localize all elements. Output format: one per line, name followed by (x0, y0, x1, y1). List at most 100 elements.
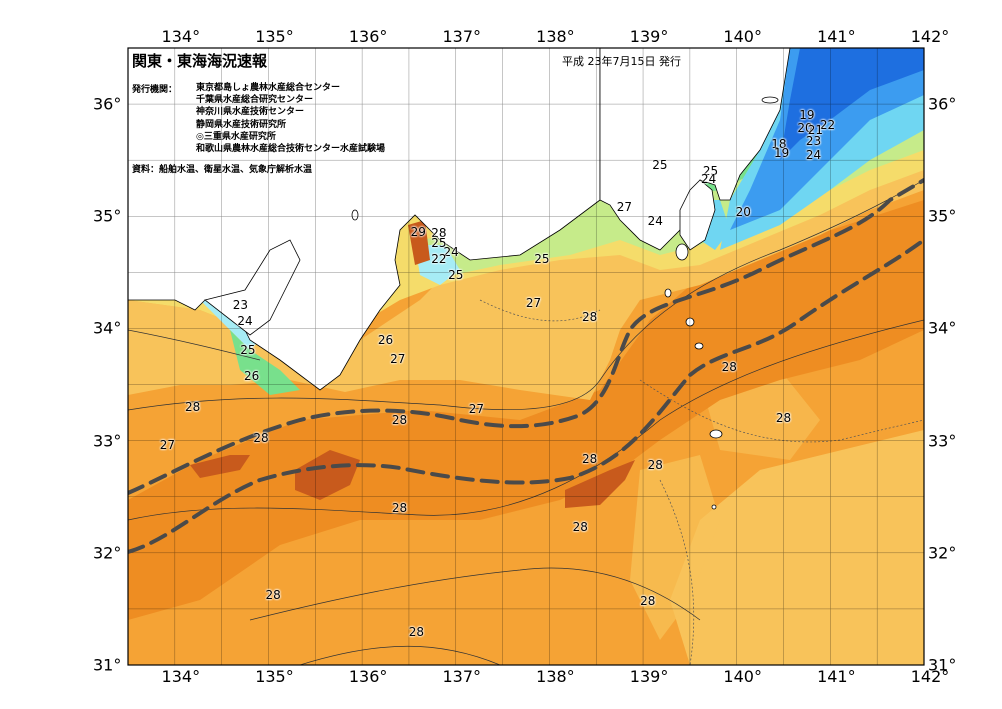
latitude-label: 31° (928, 655, 957, 675)
cold-water-zone (730, 48, 924, 230)
isotherm-label: 28 (582, 451, 598, 466)
isotherm-label: 28 (647, 458, 663, 473)
isotherm-label: 28 (184, 399, 201, 414)
islands (351, 96, 779, 510)
longitude-label: 140° (723, 27, 762, 46)
isotherm-label: 23 (805, 134, 822, 149)
isotherm-label: 25 (652, 157, 668, 172)
isotherm-label: 28 (431, 226, 447, 241)
isotherm-lines (128, 179, 924, 665)
isotherm-label: 27 (390, 351, 406, 366)
isotherm-label: 20 (797, 120, 813, 135)
longitude-label: 136° (348, 667, 388, 686)
isotherm-label: 26 (377, 332, 394, 347)
issue-date: 平成 23年7月15日 発行 (562, 55, 681, 68)
issuer: 神奈川県水産技術センター (196, 107, 305, 118)
isotherm-label: 28 (640, 594, 656, 609)
deep-warm-band (128, 200, 924, 620)
isotherm-label: 29 (410, 224, 426, 239)
longitude-label: 135° (255, 27, 294, 46)
longitude-label: 135° (255, 667, 294, 686)
light-warm-patch (630, 455, 720, 640)
isotherm-label: 22 (819, 118, 836, 133)
isotherm-label: 23 (232, 297, 249, 312)
data-source: 資料：船舶水温、衛星水温、気象庁解析水温 (132, 165, 313, 175)
isotherm-label: 22 (431, 251, 447, 266)
isotherm-label: 28 (391, 413, 408, 428)
issuer-label: 発行機関： (132, 85, 178, 95)
isotherm-label: 19 (774, 146, 790, 161)
isotherm-label: 25 (431, 236, 447, 251)
latitude-label: 36° (928, 94, 957, 114)
isotherm-label: 24 (237, 313, 253, 328)
isotherm-label: 27 (468, 402, 484, 417)
latitude-label: 36° (93, 94, 122, 114)
isotherm-label: 24 (647, 213, 663, 228)
isotherm-label: 27 (159, 438, 175, 453)
isotherm-label: 25 (534, 251, 550, 266)
latitude-label: 32° (928, 543, 957, 563)
kii-channel-cool (230, 330, 300, 395)
longitude-label: 139° (629, 27, 669, 46)
isotherm-label: 28 (253, 431, 269, 446)
hot-patch (190, 455, 250, 478)
map-frame (127, 47, 925, 666)
longitude-label: 137° (442, 27, 482, 46)
longitude-label: 139° (629, 667, 669, 686)
latitude-label: 32° (93, 543, 122, 563)
longitude-label: 141° (817, 27, 856, 46)
latitude-label: 34° (93, 318, 122, 338)
cold-water-zone (780, 48, 924, 160)
land (128, 48, 791, 391)
longitude-label: 136° (348, 27, 388, 46)
hot-patch (295, 450, 360, 500)
longitude-label: 137° (442, 667, 482, 686)
isotherm-label: 28 (391, 500, 408, 515)
issuer: 和歌山県農林水産総合技術センター水産試験場 (196, 144, 386, 155)
issuer-list: 東京都島しょ農林水産総合センター 千葉県水産総合研究センター 神奈川県水産技術セ… (196, 82, 385, 155)
latitude-label: 31° (93, 655, 122, 675)
issuer: 東京都島しょ農林水産総合センター (196, 83, 341, 93)
isotherm-label: 25 (240, 342, 256, 357)
isotherm-label: 28 (582, 310, 598, 325)
map-header: 関東・東海海況速報 平成 23年7月15日 発行 発行機関： 東京都島しょ農林水… (130, 50, 924, 180)
isotherm-label: 28 (265, 588, 281, 603)
latitude-label: 33° (93, 431, 122, 451)
isotherm-label: 28 (721, 359, 737, 374)
issuer: ◎三重県水産研究所 (196, 131, 276, 142)
isotherm-label: 25 (448, 267, 464, 282)
latitude-label: 33° (928, 431, 957, 451)
hot-patch (565, 460, 635, 508)
latitude-label: 35° (93, 206, 122, 226)
issuer: 千葉県水産総合研究センター (196, 95, 314, 106)
longitude-label: 142° (910, 667, 950, 686)
isotherm-label: 28 (775, 411, 792, 426)
ise-bay-hot (408, 220, 430, 265)
isotherm-label: 27 (525, 295, 542, 310)
isotherm-label: 24 (805, 147, 822, 162)
isotherm-label: 18 (771, 137, 787, 152)
kuroshio-axis (128, 178, 924, 554)
longitude-label: 141° (817, 667, 856, 686)
isotherm-label: 27 (616, 200, 632, 215)
longitude-label: 134° (161, 27, 201, 46)
issuer: 静岡県水産技術研究所 (196, 119, 287, 130)
latitude-label: 34° (928, 318, 957, 338)
isotherm-label: 24 (443, 245, 459, 260)
isotherm-label: 25 (702, 164, 719, 179)
latitude-label: 35° (928, 206, 957, 226)
isotherm-label: 19 (799, 108, 815, 123)
lat-lon-grid (128, 48, 924, 665)
longitude-label: 138° (536, 27, 575, 46)
longitude-label: 134° (161, 667, 201, 686)
longitude-label: 140° (723, 667, 762, 686)
isotherm-label: 20 (735, 204, 751, 219)
isotherm-label: 26 (243, 368, 260, 383)
longitude-label: 142° (910, 27, 950, 46)
isotherm-label: 21 (807, 122, 823, 137)
map-title: 関東・東海海況速報 (132, 52, 268, 70)
isotherm-label: 24 (700, 172, 717, 187)
light-warm-patch (670, 430, 924, 665)
isotherm-label: 28 (408, 625, 425, 640)
